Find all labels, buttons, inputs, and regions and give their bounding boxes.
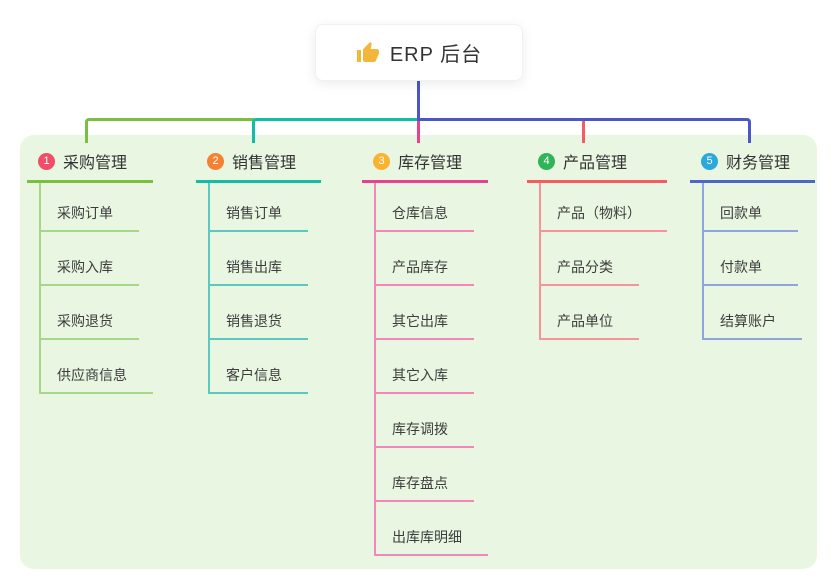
branch-topic-label: 销售管理: [232, 155, 297, 172]
root-node-title: ERP 后台: [389, 44, 483, 66]
branch-number-badge: 1: [38, 152, 55, 170]
mindmap-subtopic[interactable]: 其它出库: [376, 286, 474, 340]
mindmap-branch: 3 库存管理 仓库信息 产品库存 其它出库 其它入库 库存调拨 库存盘点 出库库明细: [362, 149, 488, 556]
branch-number-badge: 2: [207, 152, 224, 170]
connector-drop-product: [582, 121, 585, 143]
mindmap-background-panel: [20, 135, 817, 569]
branch-topic[interactable]: 1 采购管理: [27, 149, 153, 183]
mindmap-subtopic[interactable]: 客户信息: [210, 340, 308, 394]
branch-topic-label: 财务管理: [726, 155, 791, 172]
connector-bus-right: [417, 118, 751, 143]
mindmap-subtopic[interactable]: 产品单位: [541, 286, 639, 340]
branch-topic-label: 库存管理: [398, 155, 463, 172]
mindmap-subtopic[interactable]: 出库库明细: [376, 502, 488, 556]
mindmap-subtopic[interactable]: 产品库存: [376, 232, 474, 286]
connector-bus-left: [85, 118, 254, 143]
branch-topic-label: 采购管理: [63, 155, 128, 172]
thumbs-up-path: [356, 41, 379, 62]
mindmap-subtopic[interactable]: 其它入库: [376, 340, 474, 394]
branch-children: 采购订单 采购入库 采购退货 供应商信息: [39, 183, 153, 394]
branch-topic[interactable]: 2 销售管理: [196, 149, 321, 183]
mindmap-branch: 4 产品管理 产品（物料） 产品分类 产品单位: [527, 149, 667, 340]
mindmap-subtopic[interactable]: 结算账户: [704, 286, 802, 340]
mindmap-subtopic[interactable]: 供应商信息: [41, 340, 153, 394]
connector-bus-middle: [252, 118, 420, 143]
mindmap-subtopic[interactable]: 库存调拨: [376, 394, 474, 448]
mindmap-subtopic[interactable]: 销售订单: [210, 183, 308, 232]
mindmap-subtopic[interactable]: 仓库信息: [376, 183, 474, 232]
mindmap-branch: 2 销售管理 销售订单 销售出库 销售退货 客户信息: [196, 149, 321, 394]
mindmap-subtopic[interactable]: 采购退货: [41, 286, 139, 340]
mindmap-branch: 1 采购管理 采购订单 采购入库 采购退货 供应商信息: [27, 149, 153, 394]
thumbs-up-icon: [356, 41, 380, 65]
branch-number-badge: 5: [701, 152, 718, 170]
connector-root-line: [417, 81, 420, 121]
branch-children: 仓库信息 产品库存 其它出库 其它入库 库存调拨 库存盘点 出库库明细: [374, 183, 488, 556]
mindmap-subtopic[interactable]: 付款单: [704, 232, 798, 286]
mindmap-subtopic[interactable]: 产品（物料）: [541, 183, 667, 232]
branch-topic[interactable]: 4 产品管理: [527, 149, 667, 183]
connector-drop-inventory: [417, 121, 420, 143]
mindmap-subtopic[interactable]: 销售退货: [210, 286, 308, 340]
branch-topic[interactable]: 5 财务管理: [690, 149, 815, 183]
branch-number-badge: 4: [538, 152, 555, 170]
branch-topic[interactable]: 3 库存管理: [362, 149, 488, 183]
branch-children: 销售订单 销售出库 销售退货 客户信息: [208, 183, 308, 394]
branch-children: 回款单 付款单 结算账户: [702, 183, 802, 340]
mindmap-subtopic[interactable]: 销售出库: [210, 232, 308, 286]
branch-number-badge: 3: [373, 152, 390, 170]
root-node[interactable]: ERP 后台: [315, 24, 523, 81]
mindmap-subtopic[interactable]: 采购入库: [41, 232, 139, 286]
mindmap-branch: 5 财务管理 回款单 付款单 结算账户: [690, 149, 815, 340]
branch-children: 产品（物料） 产品分类 产品单位: [539, 183, 667, 340]
mindmap-subtopic[interactable]: 回款单: [704, 183, 798, 232]
mindmap-subtopic[interactable]: 库存盘点: [376, 448, 474, 502]
branch-topic-label: 产品管理: [563, 155, 628, 172]
mindmap-subtopic[interactable]: 采购订单: [41, 183, 139, 232]
mindmap-subtopic[interactable]: 产品分类: [541, 232, 639, 286]
